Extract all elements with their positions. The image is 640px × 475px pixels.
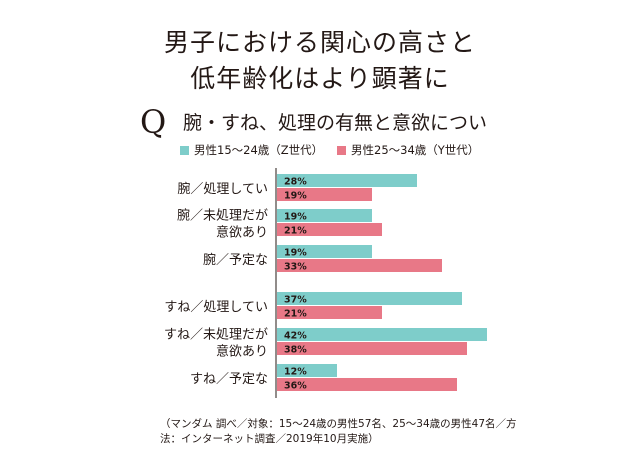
data-label: 37% xyxy=(284,295,307,306)
source-note: （マンダム 調べ／対象：15〜24歳の男性57名、25〜34歳の男性47名／方法… xyxy=(160,418,517,445)
bar-z xyxy=(277,292,462,305)
headline-line-2: 低年齢化はより顕著に xyxy=(190,64,450,93)
data-label: 38% xyxy=(284,345,307,356)
legend-item-y: 男性25〜34歳（Y世代） xyxy=(337,142,479,158)
bar-z xyxy=(277,328,487,341)
headline-line-1: 男子における関心の高さと xyxy=(163,28,476,57)
data-label: 36% xyxy=(284,381,307,392)
bar-y xyxy=(277,188,372,201)
category-label: 意欲あり xyxy=(216,225,268,241)
data-label: 21% xyxy=(284,226,307,237)
data-label: 28% xyxy=(284,177,307,188)
data-label: 21% xyxy=(284,309,307,320)
bar-y xyxy=(277,259,442,272)
bar-y xyxy=(277,306,382,319)
bar-y xyxy=(277,223,382,236)
bar-y xyxy=(277,342,467,355)
legend-swatch-z xyxy=(180,145,189,155)
category-label: 腕／予定な xyxy=(203,252,268,268)
category-label: 腕／未処理だが xyxy=(177,208,268,224)
legend-item-z: 男性15〜24歳（Z世代） xyxy=(180,142,323,158)
category-label: すね／処理してい xyxy=(164,300,268,315)
data-label: 12% xyxy=(284,367,307,378)
category-label: 意欲あり xyxy=(216,344,268,360)
bar-z xyxy=(277,209,372,222)
legend-label-z: 男性15〜24歳（Z世代） xyxy=(194,143,324,157)
bar-z xyxy=(277,245,372,258)
chart-subtitle: 腕・すね、処理の有無と意欲につい xyxy=(183,112,488,134)
data-label: 19% xyxy=(284,212,307,223)
data-label: 42% xyxy=(284,331,307,342)
bar-z xyxy=(277,174,417,187)
data-label: 19% xyxy=(284,191,307,202)
bar-y xyxy=(277,378,457,391)
question-letter: Q xyxy=(140,103,167,141)
bar-z xyxy=(277,364,337,377)
data-label: 33% xyxy=(284,262,307,273)
category-label: すね／予定な xyxy=(190,372,268,387)
category-label: 腕／処理してい xyxy=(177,181,268,197)
legend-label-y: 男性25〜34歳（Y世代） xyxy=(351,143,480,157)
data-label: 19% xyxy=(284,248,307,259)
legend-swatch-y xyxy=(337,145,346,155)
category-label: すね／未処理だが xyxy=(164,328,268,343)
